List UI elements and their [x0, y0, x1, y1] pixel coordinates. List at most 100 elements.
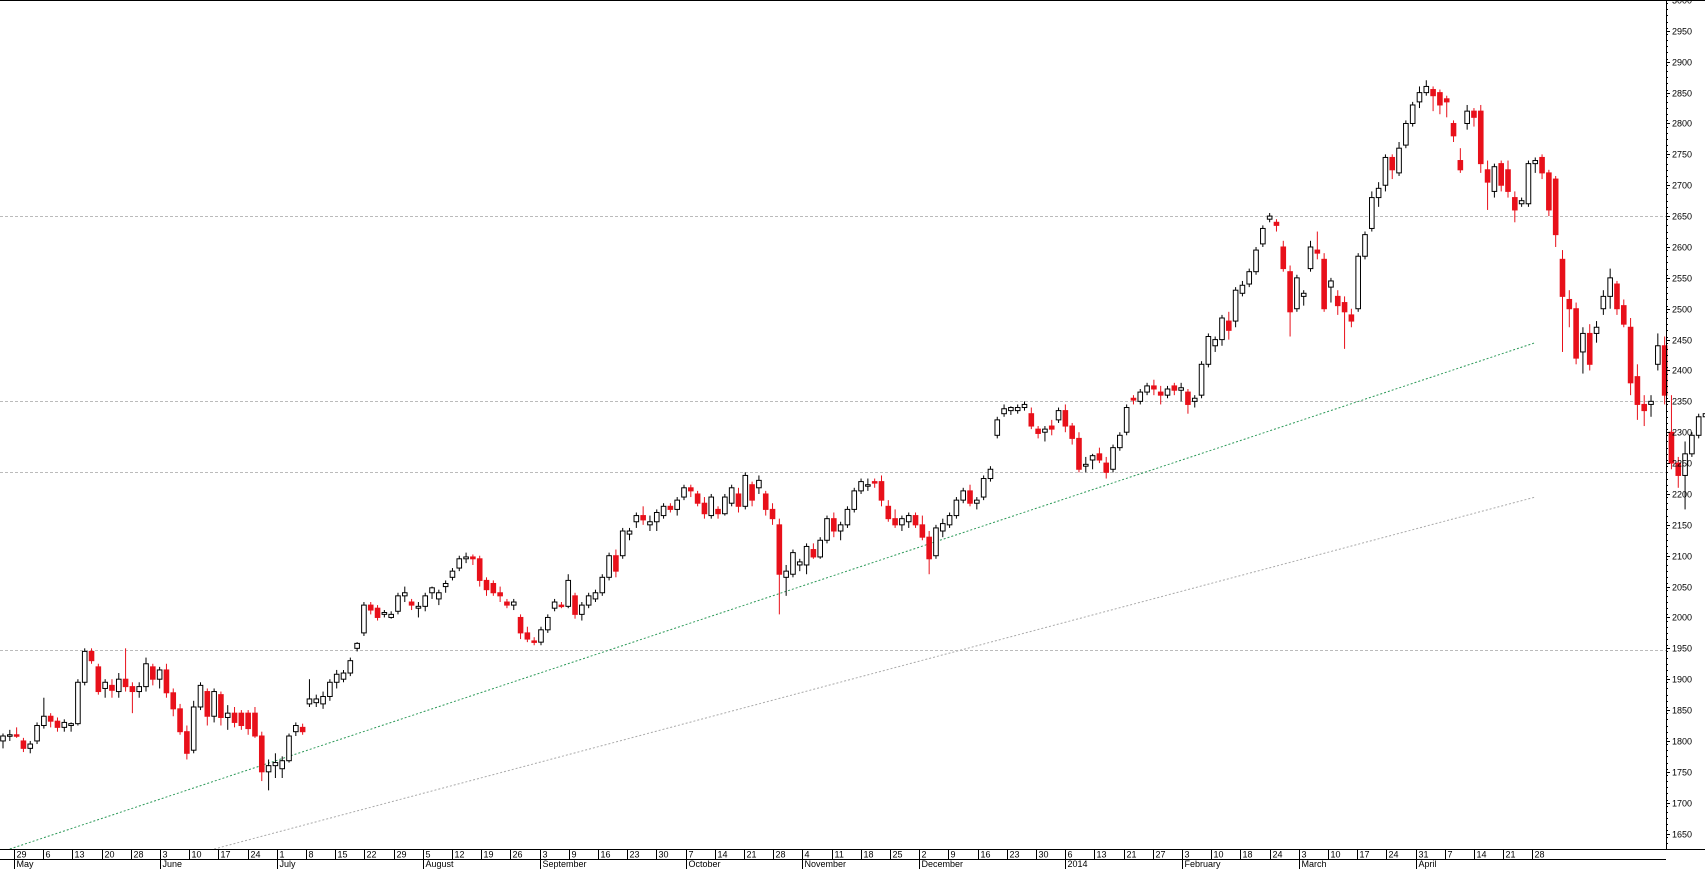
candle-body — [1695, 416, 1702, 436]
candle-body — [75, 681, 81, 725]
candle — [1328, 277, 1334, 303]
candle — [844, 506, 851, 528]
candle-body — [1144, 385, 1150, 393]
candle-body — [1443, 98, 1450, 103]
candle-body — [436, 592, 442, 600]
candle-body — [987, 468, 994, 480]
candle — [1382, 154, 1389, 192]
candle-body — [783, 570, 789, 578]
candle — [354, 642, 360, 652]
candle — [1055, 407, 1062, 423]
candle — [136, 682, 142, 698]
candle-body — [715, 508, 721, 515]
candle — [640, 506, 646, 525]
candle-body — [974, 499, 980, 504]
candle-body — [1294, 277, 1300, 310]
candle-body — [960, 490, 967, 501]
candle — [1450, 120, 1457, 143]
candle-body — [1028, 413, 1035, 427]
candle — [1559, 250, 1566, 352]
candle — [395, 592, 401, 615]
candle-body — [1525, 163, 1532, 205]
candle-body — [1423, 85, 1430, 94]
y-tick-label: 2800 — [1672, 119, 1692, 129]
candle-body — [1069, 425, 1075, 439]
candle — [388, 611, 394, 619]
candle — [1491, 163, 1498, 198]
candle — [619, 527, 626, 559]
candle — [1048, 419, 1055, 436]
candle-body — [640, 515, 646, 521]
candle-body — [660, 505, 667, 517]
candle — [1171, 382, 1178, 396]
candle-body — [238, 712, 245, 727]
x-day-label: 30 — [659, 850, 669, 860]
candle — [728, 484, 735, 507]
candle — [749, 481, 755, 507]
candle — [306, 679, 313, 707]
x-day-label: 26 — [513, 850, 523, 860]
candle — [824, 515, 830, 544]
x-day-label: 28 — [134, 850, 144, 860]
candle — [701, 497, 708, 519]
candle — [1253, 246, 1259, 275]
y-tick-label: 2400 — [1672, 366, 1692, 376]
candle-body — [1648, 400, 1654, 405]
candle-body — [299, 726, 306, 733]
candle-body — [1416, 92, 1423, 103]
candle-body — [1348, 314, 1355, 322]
x-day-label: 24 — [251, 850, 261, 860]
candle-body — [1280, 246, 1287, 270]
candle-body — [1082, 463, 1089, 467]
candle-body — [831, 518, 837, 532]
candle — [1219, 314, 1225, 346]
x-day-label: 4 — [805, 850, 810, 860]
candle-body — [1055, 410, 1062, 421]
candle-body — [1021, 403, 1028, 409]
candle — [790, 549, 796, 578]
candle — [1593, 321, 1600, 343]
candle-body — [810, 549, 817, 558]
candle — [803, 543, 810, 575]
candle — [1191, 395, 1198, 408]
candle-body — [1151, 385, 1157, 390]
candle-body — [1260, 227, 1266, 245]
candle — [1348, 308, 1355, 328]
candle-body — [1375, 187, 1382, 199]
candle-body — [1014, 407, 1021, 412]
candle-body — [926, 536, 932, 560]
candle-body — [980, 478, 987, 498]
candle — [1668, 395, 1675, 470]
candle-body — [865, 484, 871, 487]
candle — [599, 574, 606, 596]
candle — [1634, 364, 1641, 420]
candle-body — [1191, 397, 1198, 402]
candle-body — [374, 607, 381, 618]
candle — [1484, 160, 1491, 210]
candle — [102, 679, 108, 698]
candle — [1607, 268, 1613, 309]
candle-body — [1682, 453, 1688, 476]
candle-body — [545, 616, 551, 631]
candle — [333, 669, 340, 689]
candle — [565, 574, 572, 609]
candle-body — [68, 723, 74, 727]
candle — [408, 598, 415, 611]
candle-body — [1178, 387, 1184, 391]
candle-body — [1634, 376, 1641, 405]
x-month-label: July — [280, 859, 297, 869]
candle — [1178, 382, 1184, 402]
candle-body — [272, 762, 279, 767]
horizontal-levels — [0, 216, 1666, 651]
candle-body — [1123, 407, 1130, 433]
candle-body — [286, 735, 292, 762]
x-day-label: 21 — [1127, 850, 1137, 860]
candle — [905, 512, 912, 528]
candle — [504, 598, 510, 609]
candle — [497, 586, 503, 603]
candle-body — [742, 474, 749, 507]
y-tick-label: 2300 — [1672, 428, 1692, 438]
candle-body — [88, 650, 95, 662]
candle — [953, 497, 960, 519]
candle-body — [756, 479, 762, 489]
